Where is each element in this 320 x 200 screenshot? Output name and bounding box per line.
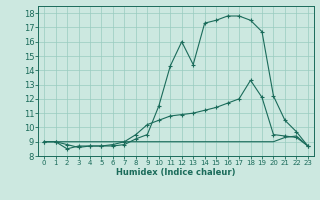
X-axis label: Humidex (Indice chaleur): Humidex (Indice chaleur) — [116, 168, 236, 177]
